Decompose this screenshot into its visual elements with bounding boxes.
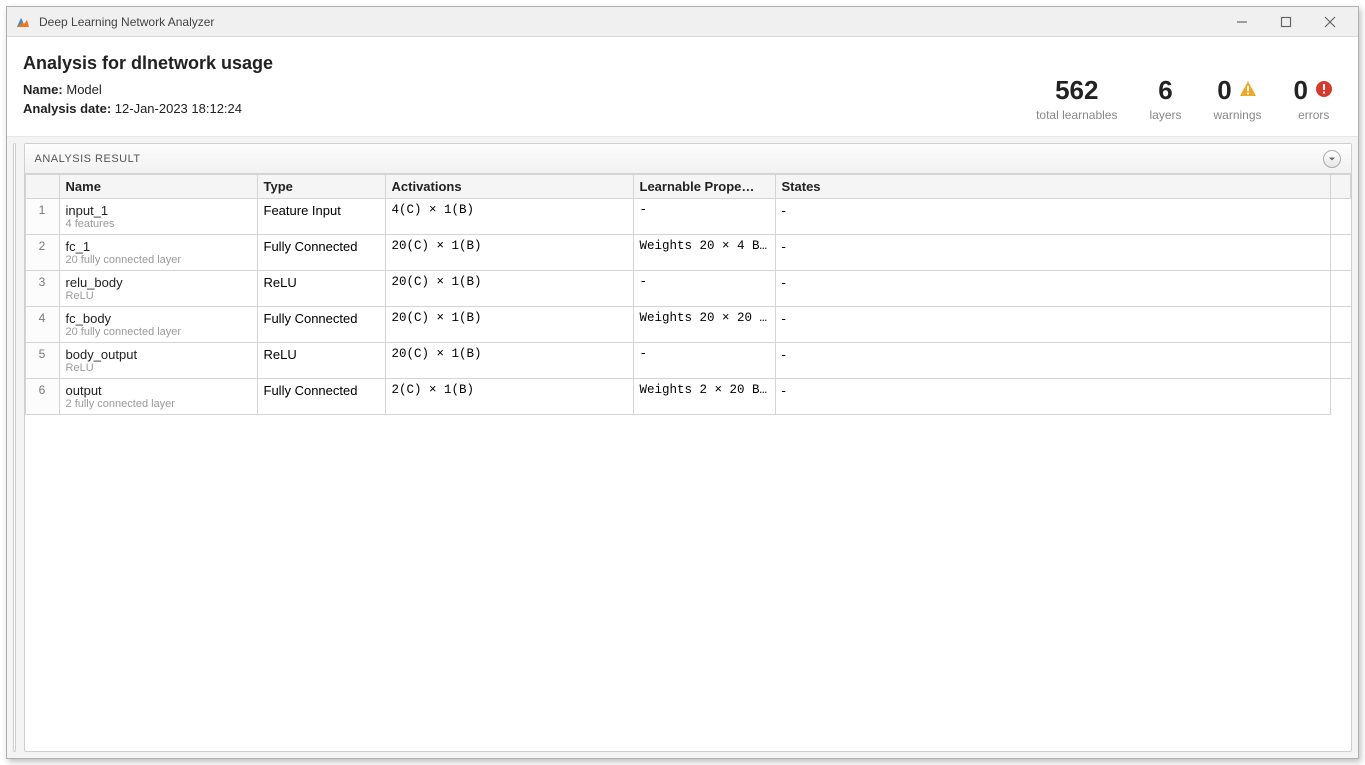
row-index: 3	[25, 271, 59, 307]
app-logo-icon	[15, 14, 31, 30]
header-left: Analysis for dlnetwork usage Name: Model…	[23, 47, 1036, 122]
cell-activations: 2(C) × 1(B)	[385, 379, 633, 415]
cell-learnables: Weights 20 × 4 Bias 20 × 1	[633, 235, 775, 271]
date-value: 12-Jan-2023 18:12:24	[115, 101, 242, 116]
cell-learnables: -	[633, 343, 775, 379]
header: Analysis for dlnetwork usage Name: Model…	[7, 37, 1358, 137]
cell-gutter	[1331, 379, 1351, 415]
table-row[interactable]: 3relu_bodyReLUReLU20(C) × 1(B)--	[25, 271, 1351, 307]
cell-activations: 20(C) × 1(B)	[385, 271, 633, 307]
row-index: 5	[25, 343, 59, 379]
close-button[interactable]	[1308, 8, 1352, 36]
stat-layers: 6 layers	[1149, 75, 1181, 122]
stat-layers-value: 6	[1158, 75, 1172, 106]
col-header-name[interactable]: Name	[59, 175, 257, 199]
maximize-button[interactable]	[1264, 8, 1308, 36]
row-index: 2	[25, 235, 59, 271]
cell-activations: 4(C) × 1(B)	[385, 199, 633, 235]
cell-name: relu_bodyReLU	[59, 271, 257, 307]
cell-name: fc_body20 fully connected layer	[59, 307, 257, 343]
body: input_1fc_1relu_bodyfc_bodybody_outputou…	[7, 137, 1358, 758]
col-header-activations[interactable]: Activations	[385, 175, 633, 199]
cell-activations: 20(C) × 1(B)	[385, 307, 633, 343]
table-row[interactable]: 5body_outputReLUReLU20(C) × 1(B)--	[25, 343, 1351, 379]
stat-learnables-caption: total learnables	[1036, 108, 1117, 122]
cell-states: -	[775, 271, 1331, 307]
col-header-gutter	[1331, 175, 1351, 199]
cell-states: -	[775, 235, 1331, 271]
cell-name: fc_120 fully connected layer	[59, 235, 257, 271]
stat-layers-caption: layers	[1149, 108, 1181, 122]
window-title: Deep Learning Network Analyzer	[39, 15, 214, 29]
result-table: Name Type Activations Learnable Prope… S…	[25, 174, 1352, 415]
cell-gutter	[1331, 271, 1351, 307]
stat-errors-caption: errors	[1294, 108, 1334, 122]
cell-states: -	[775, 307, 1331, 343]
cell-name: output2 fully connected layer	[59, 379, 257, 415]
panel-menu-button[interactable]	[1323, 150, 1341, 168]
row-index: 4	[25, 307, 59, 343]
titlebar: Deep Learning Network Analyzer	[7, 7, 1358, 37]
cell-type: Fully Connected	[257, 235, 385, 271]
name-label: Name:	[23, 82, 63, 97]
error-icon	[1314, 75, 1334, 106]
minimize-button[interactable]	[1220, 8, 1264, 36]
col-header-states[interactable]: States	[775, 175, 1331, 199]
cell-activations: 20(C) × 1(B)	[385, 343, 633, 379]
warning-icon	[1238, 75, 1258, 106]
table-header-row: Name Type Activations Learnable Prope… S…	[25, 175, 1351, 199]
cell-learnables: Weights 20 × 20 Bias 20 × 1	[633, 307, 775, 343]
cell-name: input_14 features	[59, 199, 257, 235]
cell-states: -	[775, 379, 1331, 415]
stat-errors: 0 errors	[1294, 75, 1334, 122]
page-title: Analysis for dlnetwork usage	[23, 53, 1036, 74]
cell-gutter	[1331, 199, 1351, 235]
cell-type: Feature Input	[257, 199, 385, 235]
stat-learnables-value: 562	[1055, 75, 1098, 106]
row-index: 6	[25, 379, 59, 415]
table-row[interactable]: 2fc_120 fully connected layerFully Conne…	[25, 235, 1351, 271]
cell-states: -	[775, 343, 1331, 379]
cell-type: Fully Connected	[257, 379, 385, 415]
stat-warnings: 0 warnings	[1214, 75, 1262, 122]
name-value: Model	[66, 82, 101, 97]
result-panel-header: ANALYSIS RESULT	[25, 144, 1352, 174]
cell-type: ReLU	[257, 343, 385, 379]
cell-name: body_outputReLU	[59, 343, 257, 379]
stat-warnings-caption: warnings	[1214, 108, 1262, 122]
date-label: Analysis date:	[23, 101, 111, 116]
graph-area[interactable]: input_1fc_1relu_bodyfc_bodybody_outputou…	[14, 144, 15, 751]
cell-learnables: -	[633, 199, 775, 235]
col-header-rownum[interactable]	[25, 175, 59, 199]
stat-errors-value: 0	[1294, 75, 1308, 106]
cell-learnables: -	[633, 271, 775, 307]
result-panel-title: ANALYSIS RESULT	[35, 153, 141, 165]
cell-type: ReLU	[257, 271, 385, 307]
result-panel: ANALYSIS RESULT Name Type Activations Le…	[24, 143, 1353, 752]
cell-gutter	[1331, 343, 1351, 379]
graph-svg	[14, 144, 15, 751]
analysis-date-line: Analysis date: 12-Jan-2023 18:12:24	[23, 101, 1036, 116]
cell-gutter	[1331, 307, 1351, 343]
cell-learnables: Weights 2 × 20 Bias 2 × 1	[633, 379, 775, 415]
table-row[interactable]: 1input_14 featuresFeature Input4(C) × 1(…	[25, 199, 1351, 235]
app-window: Deep Learning Network Analyzer Analysis …	[6, 6, 1359, 759]
row-index: 1	[25, 199, 59, 235]
stat-learnables: 562 total learnables	[1036, 75, 1117, 122]
cell-type: Fully Connected	[257, 307, 385, 343]
result-table-wrap[interactable]: Name Type Activations Learnable Prope… S…	[25, 174, 1352, 751]
cell-states: -	[775, 199, 1331, 235]
graph-panel: input_1fc_1relu_bodyfc_bodybody_outputou…	[13, 143, 16, 752]
table-row[interactable]: 6output2 fully connected layerFully Conn…	[25, 379, 1351, 415]
model-name-line: Name: Model	[23, 82, 1036, 97]
table-row[interactable]: 4fc_body20 fully connected layerFully Co…	[25, 307, 1351, 343]
col-header-type[interactable]: Type	[257, 175, 385, 199]
cell-activations: 20(C) × 1(B)	[385, 235, 633, 271]
col-header-learnables[interactable]: Learnable Prope…	[633, 175, 775, 199]
stat-warnings-value: 0	[1217, 75, 1231, 106]
cell-gutter	[1331, 235, 1351, 271]
stats: 562 total learnables 6 layers 0	[1036, 75, 1342, 122]
